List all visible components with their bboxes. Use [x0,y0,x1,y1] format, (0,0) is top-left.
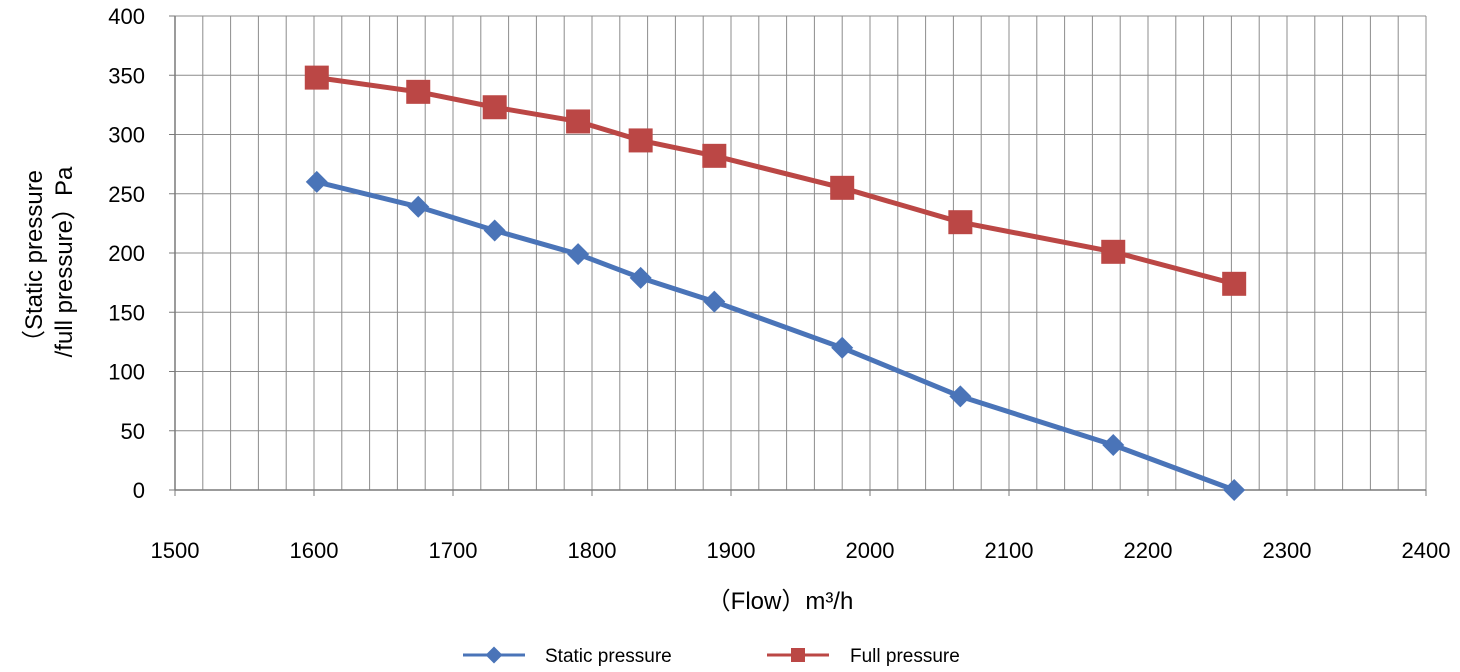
data-point-static-pressure [629,266,652,289]
series-line-full-pressure [316,75,1235,287]
y-tick-label: 300 [108,123,145,148]
legend-label-static-pressure: Static pressure [545,646,672,667]
y-axis-title-line-2: /full pressure）Pa [51,166,78,357]
data-point-full-pressure [566,109,591,134]
data-point-full-pressure [702,143,727,168]
data-point-static-pressure [949,385,972,408]
x-tick-label: 1700 [429,538,478,563]
y-tick-label: 100 [108,360,145,385]
data-point-full-pressure [830,175,855,200]
legend-item-static-pressure: Static pressure [463,646,672,667]
y-tick-label: 250 [108,182,145,207]
y-axis-title-line-1: （Static pressure [21,170,48,354]
x-tick-label: 2100 [985,538,1034,563]
data-point-full-pressure [628,128,653,153]
x-tick-label: 1600 [290,538,339,563]
x-tick-labels: 1500 1600 1700 1800 1900 2000 2100 2200 2300 2400 [151,538,1451,563]
data-point-full-pressure [1101,239,1126,264]
data-point-static-pressure [831,336,854,359]
data-point-static-pressure [1223,479,1246,501]
legend: Static pressure Full pressure [463,646,960,667]
y-tick-labels: 0 50 100 150 200 250 300 350 400 [108,4,145,503]
data-point-full-pressure [406,79,431,104]
x-tick-label: 1900 [707,538,756,563]
data-point-full-pressure [948,210,973,235]
data-point-static-pressure [305,170,328,193]
grid [169,15,1427,496]
x-tick-label: 2300 [1263,538,1312,563]
data-point-static-pressure [483,219,506,242]
x-tick-label: 2000 [846,538,895,563]
legend-label-full-pressure: Full pressure [850,646,960,667]
x-tick-label: 2400 [1402,538,1451,563]
series-static-pressure [305,170,1246,501]
y-tick-label: 50 [121,419,145,444]
series-layer [304,65,1247,501]
data-point-full-pressure [1222,271,1247,296]
y-tick-label: 350 [108,63,145,88]
series-full-pressure [304,65,1247,296]
data-point-static-pressure [703,290,726,313]
data-point-full-pressure [304,65,329,90]
x-axis-title: （Flow）m³/h [707,588,854,615]
x-tick-label: 2200 [1124,538,1173,563]
series-line-static-pressure [316,179,1236,493]
y-tick-label: 0 [133,478,145,503]
y-tick-label: 150 [108,300,145,325]
data-point-static-pressure [1102,433,1125,456]
y-tick-label: 400 [108,4,145,29]
y-tick-label: 200 [108,241,145,266]
x-tick-label: 1500 [151,538,200,563]
legend-item-full-pressure: Full pressure [767,646,960,667]
data-point-static-pressure [567,243,590,266]
legend-marker-static-pressure [485,646,503,664]
x-tick-label: 1800 [568,538,617,563]
legend-marker-full-pressure [791,648,805,662]
data-point-full-pressure [482,95,507,120]
data-point-static-pressure [407,195,430,218]
